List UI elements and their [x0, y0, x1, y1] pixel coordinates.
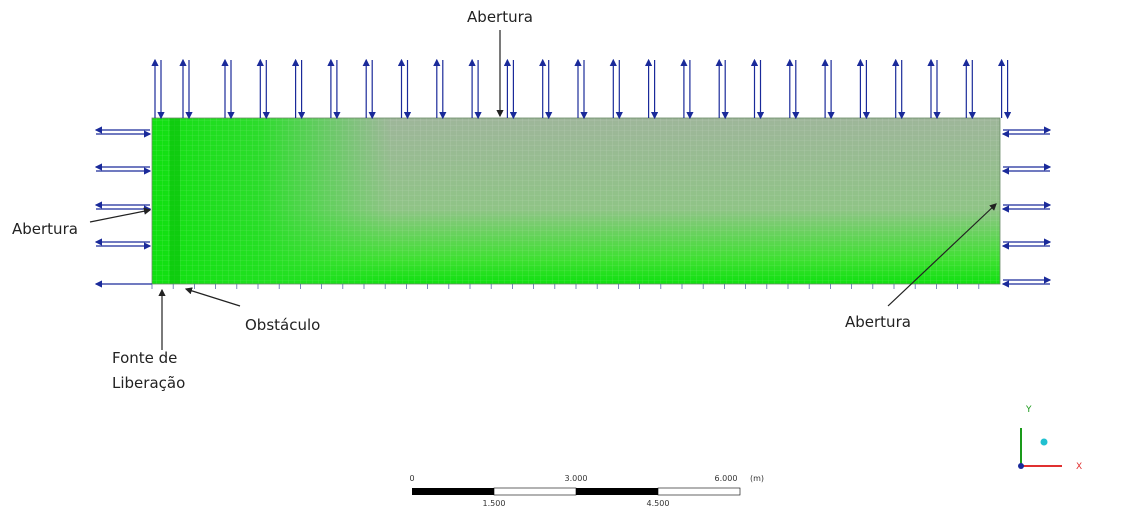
scale-label: 4.500 — [647, 499, 670, 508]
label-top: Abertura — [467, 8, 533, 26]
mesh — [151, 117, 1001, 285]
scale-label: 6.000 — [715, 474, 738, 483]
axis-triad — [1018, 428, 1062, 469]
label-right: Abertura — [845, 313, 911, 331]
axis-label-x: X — [1076, 462, 1082, 472]
label-obstacle: Obstáculo — [245, 316, 320, 334]
scale-bar — [412, 487, 741, 496]
boundary-arrows — [94, 58, 1052, 289]
scale-unit: (m) — [750, 474, 764, 483]
label-source: Fonte de — [112, 349, 177, 367]
obstacle — [170, 118, 180, 284]
scale-label: 1.500 — [483, 499, 506, 508]
annotation-lines — [89, 30, 997, 350]
scale-label: 3.000 — [565, 474, 588, 483]
scale-label: 0 — [409, 474, 414, 483]
label-source: Liberação — [112, 374, 185, 392]
axis-label-y: Y — [1025, 405, 1032, 415]
label-left: Abertura — [12, 220, 78, 238]
